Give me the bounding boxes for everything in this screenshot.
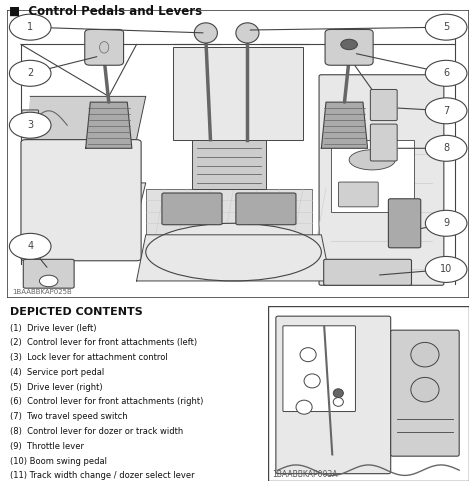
FancyBboxPatch shape xyxy=(23,259,74,288)
FancyBboxPatch shape xyxy=(162,193,222,225)
Circle shape xyxy=(9,60,51,86)
FancyBboxPatch shape xyxy=(325,30,373,65)
FancyBboxPatch shape xyxy=(370,89,397,121)
Circle shape xyxy=(9,112,51,138)
Ellipse shape xyxy=(100,41,109,53)
FancyBboxPatch shape xyxy=(21,140,141,261)
Text: 2: 2 xyxy=(27,69,33,78)
Text: (1)  Drive lever (left): (1) Drive lever (left) xyxy=(10,323,96,333)
Bar xyxy=(173,47,303,140)
Polygon shape xyxy=(26,183,146,258)
Text: DEPICTED CONTENTS: DEPICTED CONTENTS xyxy=(10,307,143,317)
Polygon shape xyxy=(86,102,132,148)
Circle shape xyxy=(425,60,467,86)
Circle shape xyxy=(39,275,58,287)
Text: 1BAABBKAP003A: 1BAABBKAP003A xyxy=(272,470,337,479)
Text: 1: 1 xyxy=(27,22,33,32)
Text: (3)  Lock lever for attachment control: (3) Lock lever for attachment control xyxy=(10,353,168,362)
FancyBboxPatch shape xyxy=(236,193,296,225)
Text: 7: 7 xyxy=(443,106,449,116)
Text: (7)  Two travel speed switch: (7) Two travel speed switch xyxy=(10,412,128,422)
Bar xyxy=(331,140,414,212)
Text: 6: 6 xyxy=(443,69,449,78)
Circle shape xyxy=(304,374,320,388)
FancyBboxPatch shape xyxy=(391,330,459,456)
Text: ■  Control Pedals and Levers: ■ Control Pedals and Levers xyxy=(9,5,202,18)
Circle shape xyxy=(333,389,343,397)
FancyBboxPatch shape xyxy=(388,199,421,248)
Circle shape xyxy=(425,211,467,236)
Text: 8: 8 xyxy=(443,143,449,153)
Text: 1BAABBKAP025B: 1BAABBKAP025B xyxy=(12,289,72,295)
FancyBboxPatch shape xyxy=(338,182,378,207)
Text: (4)  Service port pedal: (4) Service port pedal xyxy=(10,368,104,377)
Circle shape xyxy=(341,39,357,50)
FancyBboxPatch shape xyxy=(283,326,356,412)
Text: (10) Boom swing pedal: (10) Boom swing pedal xyxy=(10,457,107,466)
Text: 3: 3 xyxy=(27,120,33,130)
FancyBboxPatch shape xyxy=(324,259,411,285)
Circle shape xyxy=(411,343,439,367)
FancyBboxPatch shape xyxy=(276,316,391,474)
Circle shape xyxy=(9,14,51,40)
FancyBboxPatch shape xyxy=(85,30,124,65)
Text: (11) Track width change / dozer select lever: (11) Track width change / dozer select l… xyxy=(10,471,194,481)
FancyBboxPatch shape xyxy=(319,75,444,285)
Circle shape xyxy=(425,98,467,124)
Text: (8)  Control lever for dozer or track width: (8) Control lever for dozer or track wid… xyxy=(10,427,183,436)
Circle shape xyxy=(425,14,467,40)
Text: (2)  Control lever for front attachments (left): (2) Control lever for front attachments … xyxy=(10,338,197,348)
Text: 9: 9 xyxy=(443,218,449,228)
FancyBboxPatch shape xyxy=(370,124,397,161)
Text: 10: 10 xyxy=(440,264,452,275)
Text: (5)  Drive lever (right): (5) Drive lever (right) xyxy=(10,383,102,392)
Text: 4: 4 xyxy=(27,242,33,251)
Ellipse shape xyxy=(349,150,395,170)
Circle shape xyxy=(296,400,312,414)
Polygon shape xyxy=(26,96,146,140)
Ellipse shape xyxy=(236,23,259,43)
Circle shape xyxy=(425,135,467,161)
Circle shape xyxy=(9,233,51,259)
Text: (9)  Throttle lever: (9) Throttle lever xyxy=(10,442,84,451)
Polygon shape xyxy=(137,235,331,281)
Polygon shape xyxy=(146,189,312,264)
Circle shape xyxy=(333,397,343,406)
Ellipse shape xyxy=(146,223,321,281)
Text: 5: 5 xyxy=(443,22,449,32)
Circle shape xyxy=(300,348,316,362)
Circle shape xyxy=(411,378,439,402)
Ellipse shape xyxy=(194,23,218,43)
Text: (6)  Control lever for front attachments (right): (6) Control lever for front attachments … xyxy=(10,397,203,407)
FancyBboxPatch shape xyxy=(22,110,38,138)
Polygon shape xyxy=(321,102,368,148)
Bar xyxy=(192,140,266,189)
Circle shape xyxy=(425,256,467,282)
